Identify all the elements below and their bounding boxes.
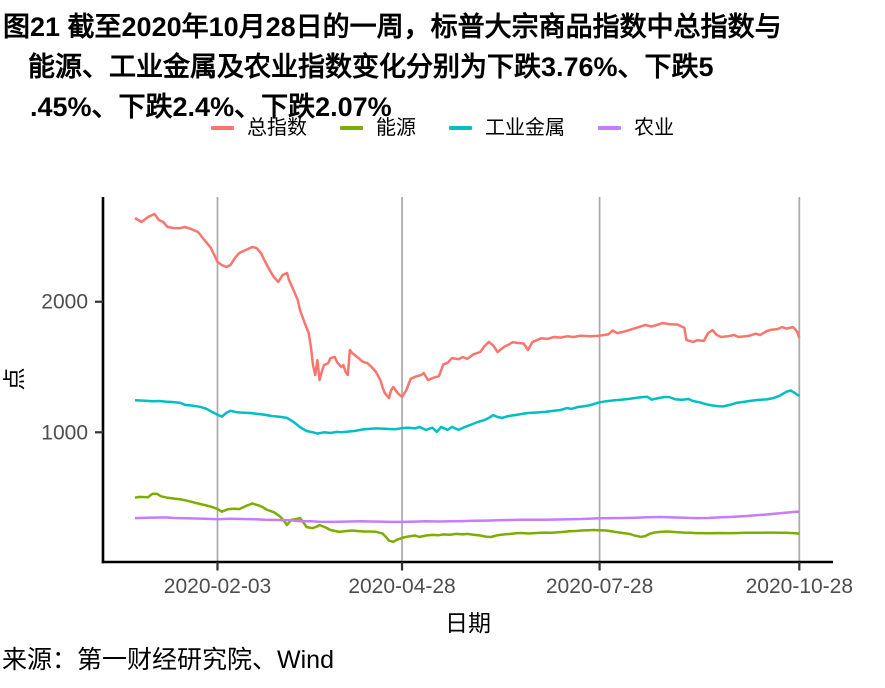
legend-item-agriculture: 农业 [598, 118, 674, 138]
series-line-3 [134, 510, 800, 524]
chart-legend: 总指数 能源 工业金属 农业 [0, 114, 885, 142]
source-brand: Wind [277, 646, 334, 674]
y-axis-title: 点 [1, 367, 27, 391]
source-text: 来源：第一财经研究院、 [2, 647, 278, 674]
legend-item-total-index: 总指数 [211, 118, 307, 138]
legend-key-industrial-metals [449, 126, 472, 130]
series-line-1 [134, 492, 800, 544]
legend-label-agriculture: 农业 [634, 117, 674, 139]
legend-label-total-index: 总指数 [247, 117, 307, 139]
caption-line-2: 能源、工业金属及农业指数变化分别为下跌3.76%、下跌5 [28, 52, 714, 82]
caption-line-1: 图21 截至2020年10月28日的一周，标普大宗商品指数中总指数与 [3, 12, 782, 42]
legend-key-energy [340, 126, 363, 130]
y-tick-label: 2000 [41, 291, 88, 314]
legend-label-energy: 能源 [376, 117, 416, 139]
legend-key-agriculture [598, 126, 621, 130]
legend-key-total-index [211, 126, 234, 130]
legend-item-energy: 能源 [340, 118, 416, 138]
series-line-2 [134, 389, 800, 435]
x-tick-label: 2020-07-28 [546, 575, 653, 598]
y-tick-label: 1000 [41, 421, 88, 444]
source-note: 来源：第一财经研究院、Wind [2, 640, 334, 676]
series-line-0 [134, 212, 801, 400]
x-axis-title: 日期 [445, 610, 491, 636]
x-tick-label: 2020-02-03 [164, 575, 271, 598]
x-tick-label: 2020-10-28 [746, 575, 853, 598]
x-tick-label: 2020-04-28 [348, 575, 455, 598]
caption-line-3: .45%、下跌2.4%、下跌2.07% [30, 92, 392, 122]
legend-label-industrial-metals: 工业金属 [485, 117, 565, 139]
legend-item-industrial-metals: 工业金属 [449, 118, 565, 138]
